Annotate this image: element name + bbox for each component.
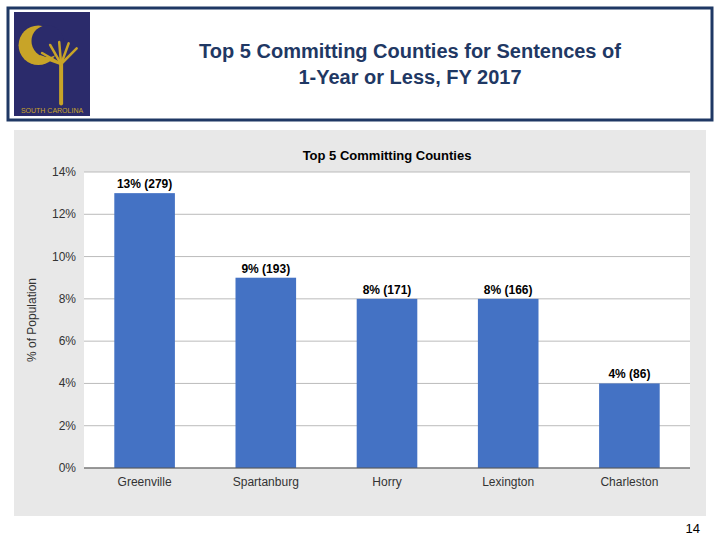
bar	[478, 299, 539, 468]
x-tick-label: Charleston	[600, 475, 658, 489]
y-tick-label: 12%	[52, 207, 76, 221]
logo-trunk	[59, 64, 63, 104]
title: Top 5 Committing Counties for Sentences …	[199, 40, 621, 88]
y-tick-label: 8%	[59, 292, 77, 306]
grid-line	[84, 468, 690, 469]
subtitle: Top 5 Committing Counties	[303, 148, 472, 163]
header-box	[8, 8, 712, 120]
data-label: 8% (171)	[363, 283, 412, 297]
data-label: 8% (166)	[484, 283, 533, 297]
logo-frond	[61, 43, 69, 64]
y-axis-label: % of Population	[25, 278, 39, 362]
y-tick-label: 10%	[52, 250, 76, 264]
title-line: Top 5 Committing Counties for Sentences …	[199, 40, 621, 62]
chart: SOUTH CAROLINA Top 5 Committing Counties …	[0, 0, 720, 540]
plot-area	[84, 172, 690, 468]
title-line: 1-Year or Less, FY 2017	[298, 66, 521, 88]
bar	[357, 299, 418, 468]
logo-frond	[40, 56, 61, 64]
x-tick-label: Horry	[372, 475, 401, 489]
x-tick-label: Greenville	[118, 475, 172, 489]
data-label: 4% (86)	[608, 367, 650, 381]
bar	[236, 278, 297, 468]
x-tick-label: Spartanburg	[233, 475, 299, 489]
logo-text: SOUTH CAROLINA	[21, 107, 84, 114]
logo: SOUTH CAROLINA	[14, 12, 90, 116]
logo-background	[14, 12, 90, 116]
bar	[599, 383, 660, 468]
x-axis-line	[84, 468, 690, 469]
y-tick-label: 2%	[59, 419, 77, 433]
y-tick-label: 14%	[52, 165, 76, 179]
y-tick-label: 6%	[59, 334, 77, 348]
bars	[114, 193, 659, 468]
chart-panel	[14, 130, 706, 516]
data-label: 9% (193)	[241, 262, 290, 276]
grid-line	[84, 172, 690, 173]
y-tick-label: 4%	[59, 376, 77, 390]
y-tick-label: 0%	[59, 461, 77, 475]
x-tick-label: Lexington	[482, 475, 534, 489]
data-label: 13% (279)	[117, 177, 172, 191]
page-number: 14	[686, 521, 700, 536]
bar	[114, 193, 175, 468]
